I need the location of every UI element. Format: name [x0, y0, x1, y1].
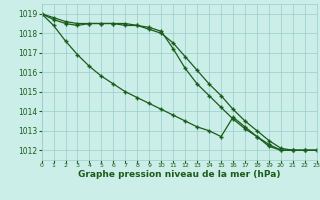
X-axis label: Graphe pression niveau de la mer (hPa): Graphe pression niveau de la mer (hPa): [78, 170, 280, 179]
